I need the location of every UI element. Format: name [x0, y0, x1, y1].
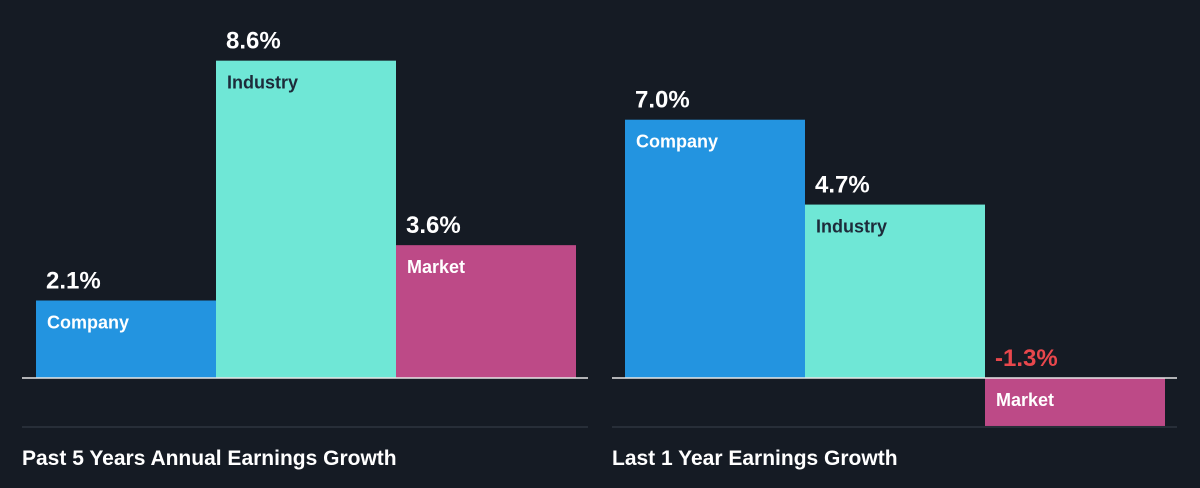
past-5-years-company-bar [36, 300, 216, 378]
past-5-years-chart-title: Past 5 Years Annual Earnings Growth [22, 447, 397, 470]
past-5-years-industry-value-label: 8.6% [226, 28, 281, 55]
last-1-year-company-value-label: 7.0% [635, 87, 690, 114]
past-5-years-market-value-label: 3.6% [406, 212, 461, 239]
past-5-years-market-bar [396, 245, 576, 378]
last-1-year-industry-value-label: 4.7% [815, 172, 870, 199]
last-1-year-company-category-label: Company [636, 132, 718, 152]
last-1-year-market-category-label: Market [996, 390, 1054, 410]
past-5-years-company-category-label: Company [47, 313, 129, 333]
past-5-years-market-category-label: Market [407, 257, 465, 277]
last-1-year-market-value-label: -1.3% [995, 345, 1058, 372]
past-5-years-industry-category-label: Industry [227, 73, 298, 93]
past-5-years-industry-bar [216, 60, 396, 378]
last-1-year-company-bar [625, 119, 805, 378]
last-1-year-market-bar [985, 378, 1165, 426]
past-5-years-company-value-label: 2.1% [46, 268, 101, 295]
last-1-year-chart-title: Last 1 Year Earnings Growth [612, 447, 898, 470]
last-1-year-industry-bar [805, 204, 985, 378]
last-1-year-industry-category-label: Industry [816, 217, 887, 237]
